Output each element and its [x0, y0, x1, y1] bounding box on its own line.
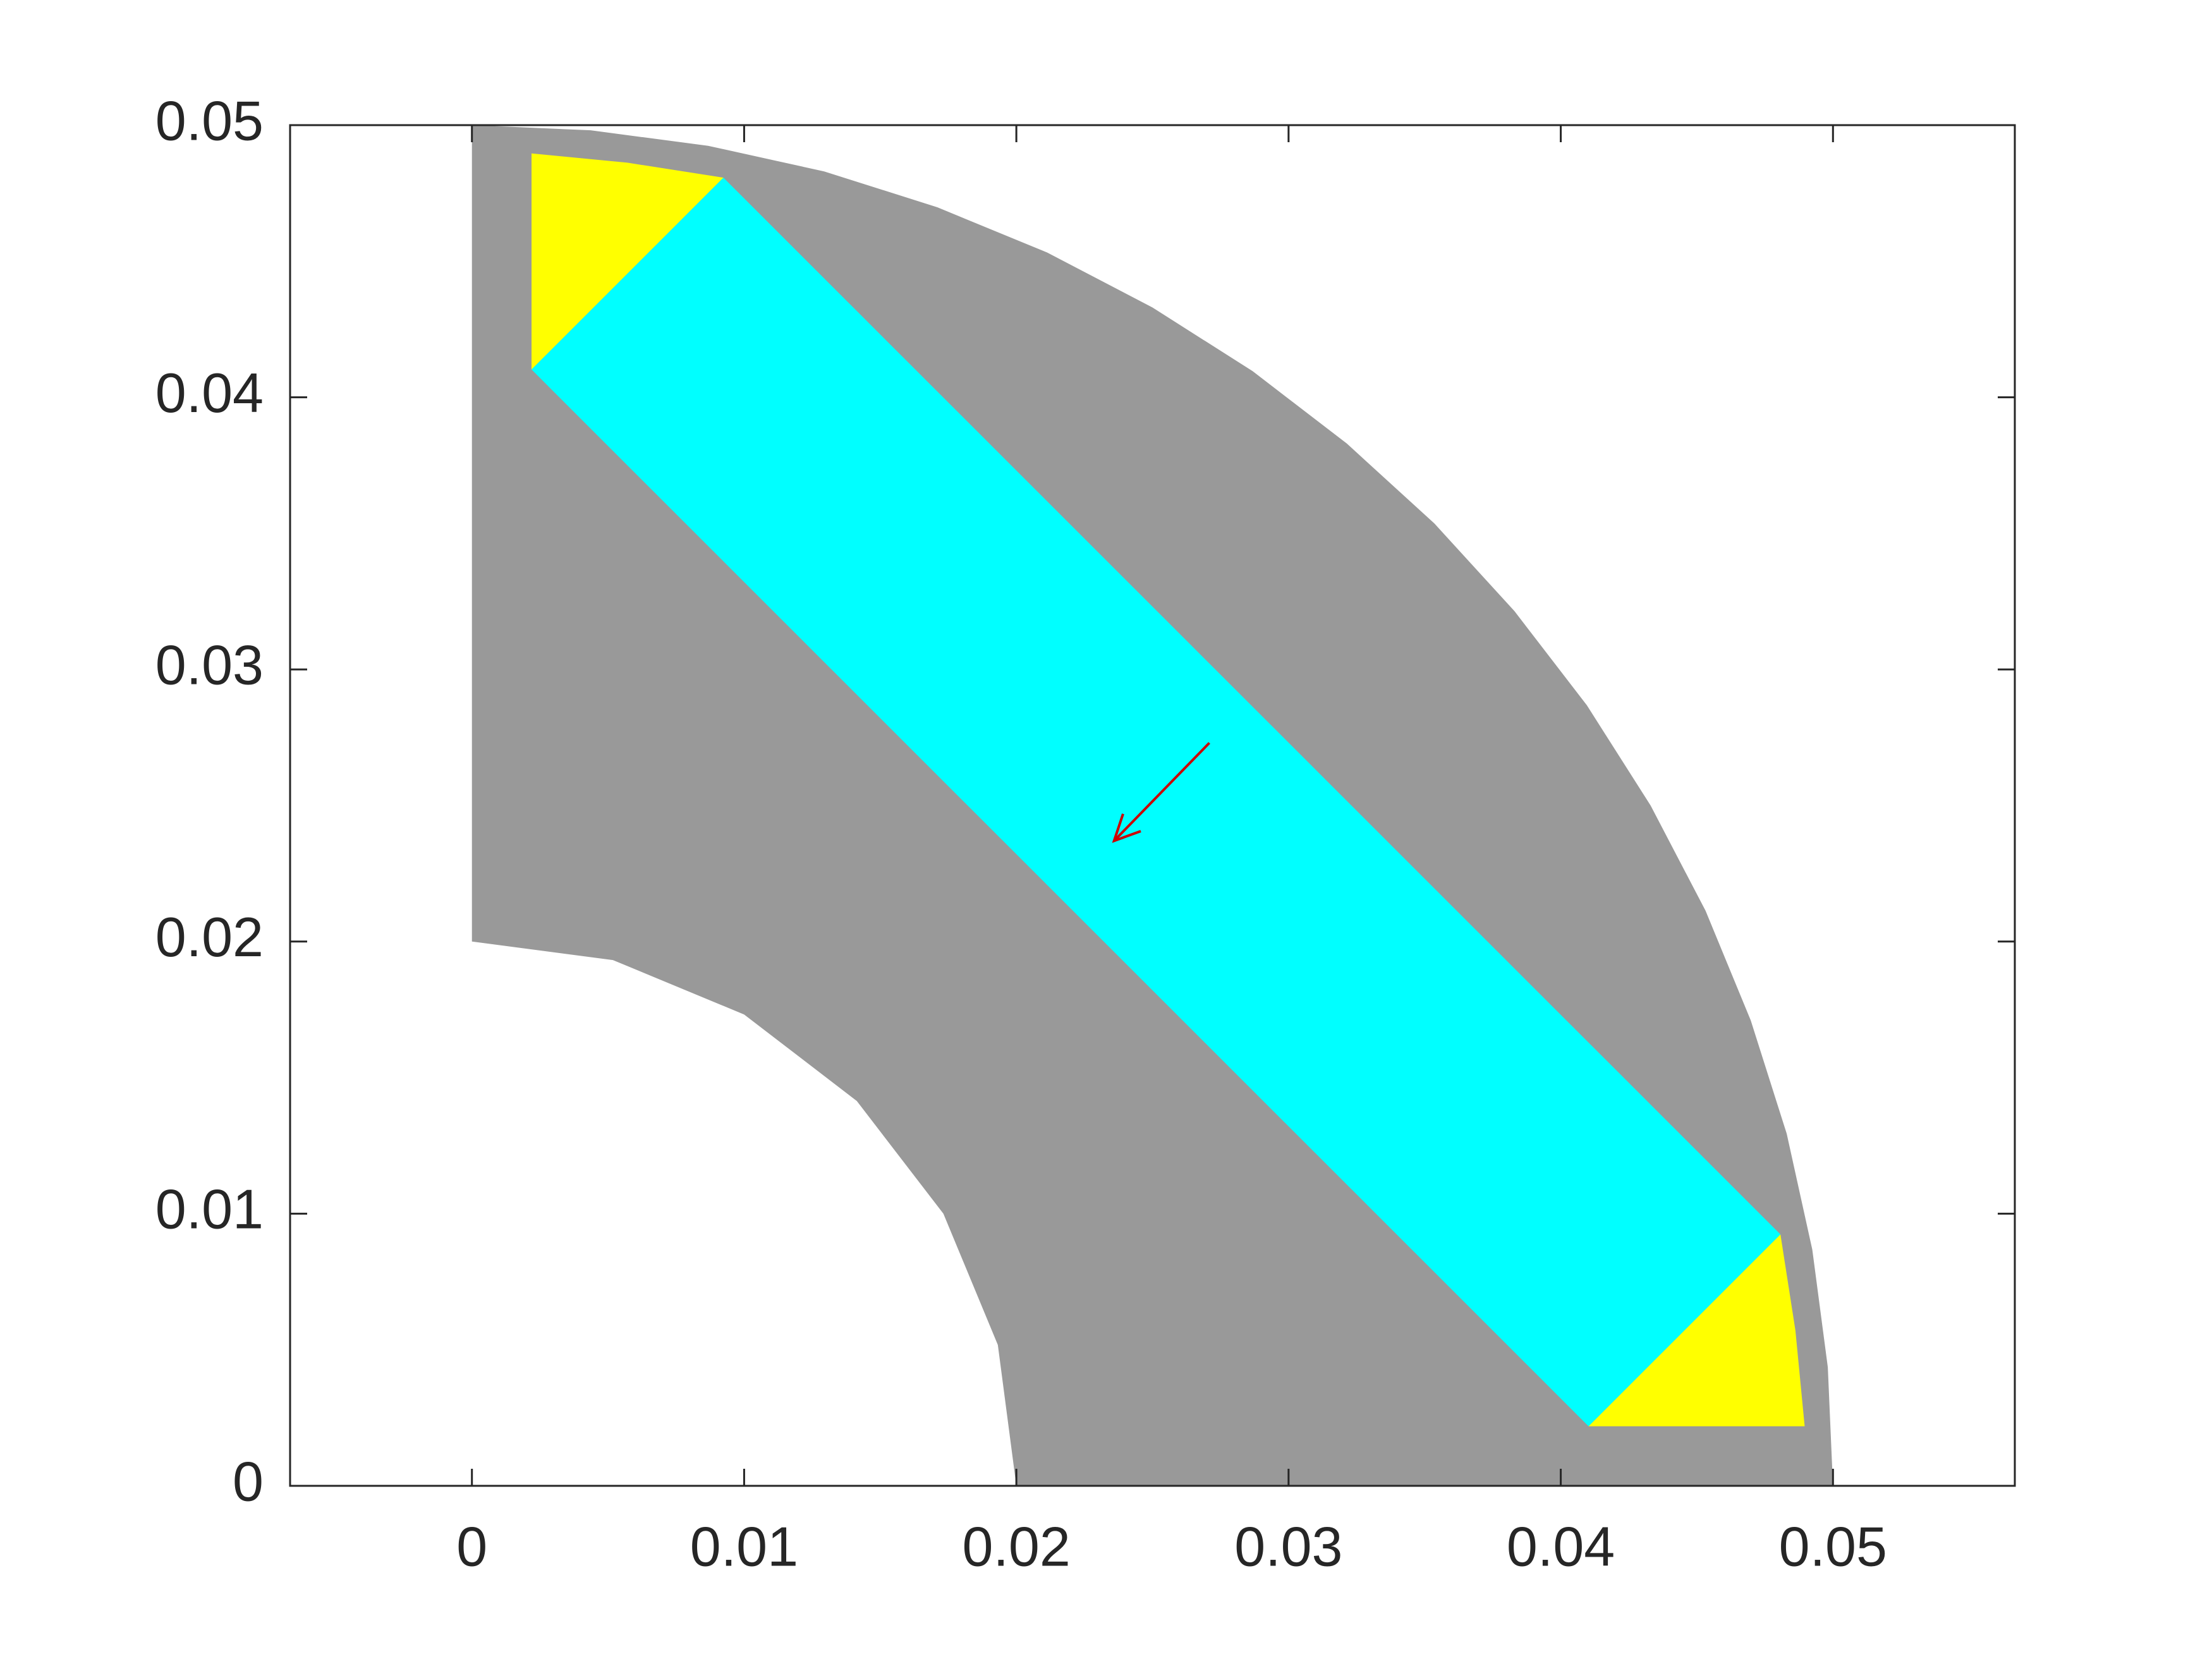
arrow [1112, 742, 1210, 843]
x-tick-label: 0 [456, 1515, 487, 1577]
patch [1588, 1234, 1805, 1426]
y-tick-label: 0 [233, 1450, 264, 1512]
y-tick-label: 0.01 [155, 1178, 264, 1241]
y-tick-label: 0.02 [155, 906, 264, 968]
patch [532, 153, 724, 370]
x-tick-label: 0.05 [1779, 1515, 1887, 1577]
y-tick-label: 0.05 [155, 89, 264, 152]
y-tick-label: 0.04 [155, 362, 264, 424]
x-tick-label: 0.04 [1507, 1515, 1615, 1577]
axes-box [289, 124, 2016, 1487]
patch [532, 178, 1781, 1426]
y-tick-label: 0.03 [155, 633, 264, 696]
x-tick-label: 0.02 [963, 1515, 1071, 1577]
x-tick-label: 0.01 [690, 1515, 798, 1577]
x-tick-label: 0.03 [1234, 1515, 1342, 1577]
